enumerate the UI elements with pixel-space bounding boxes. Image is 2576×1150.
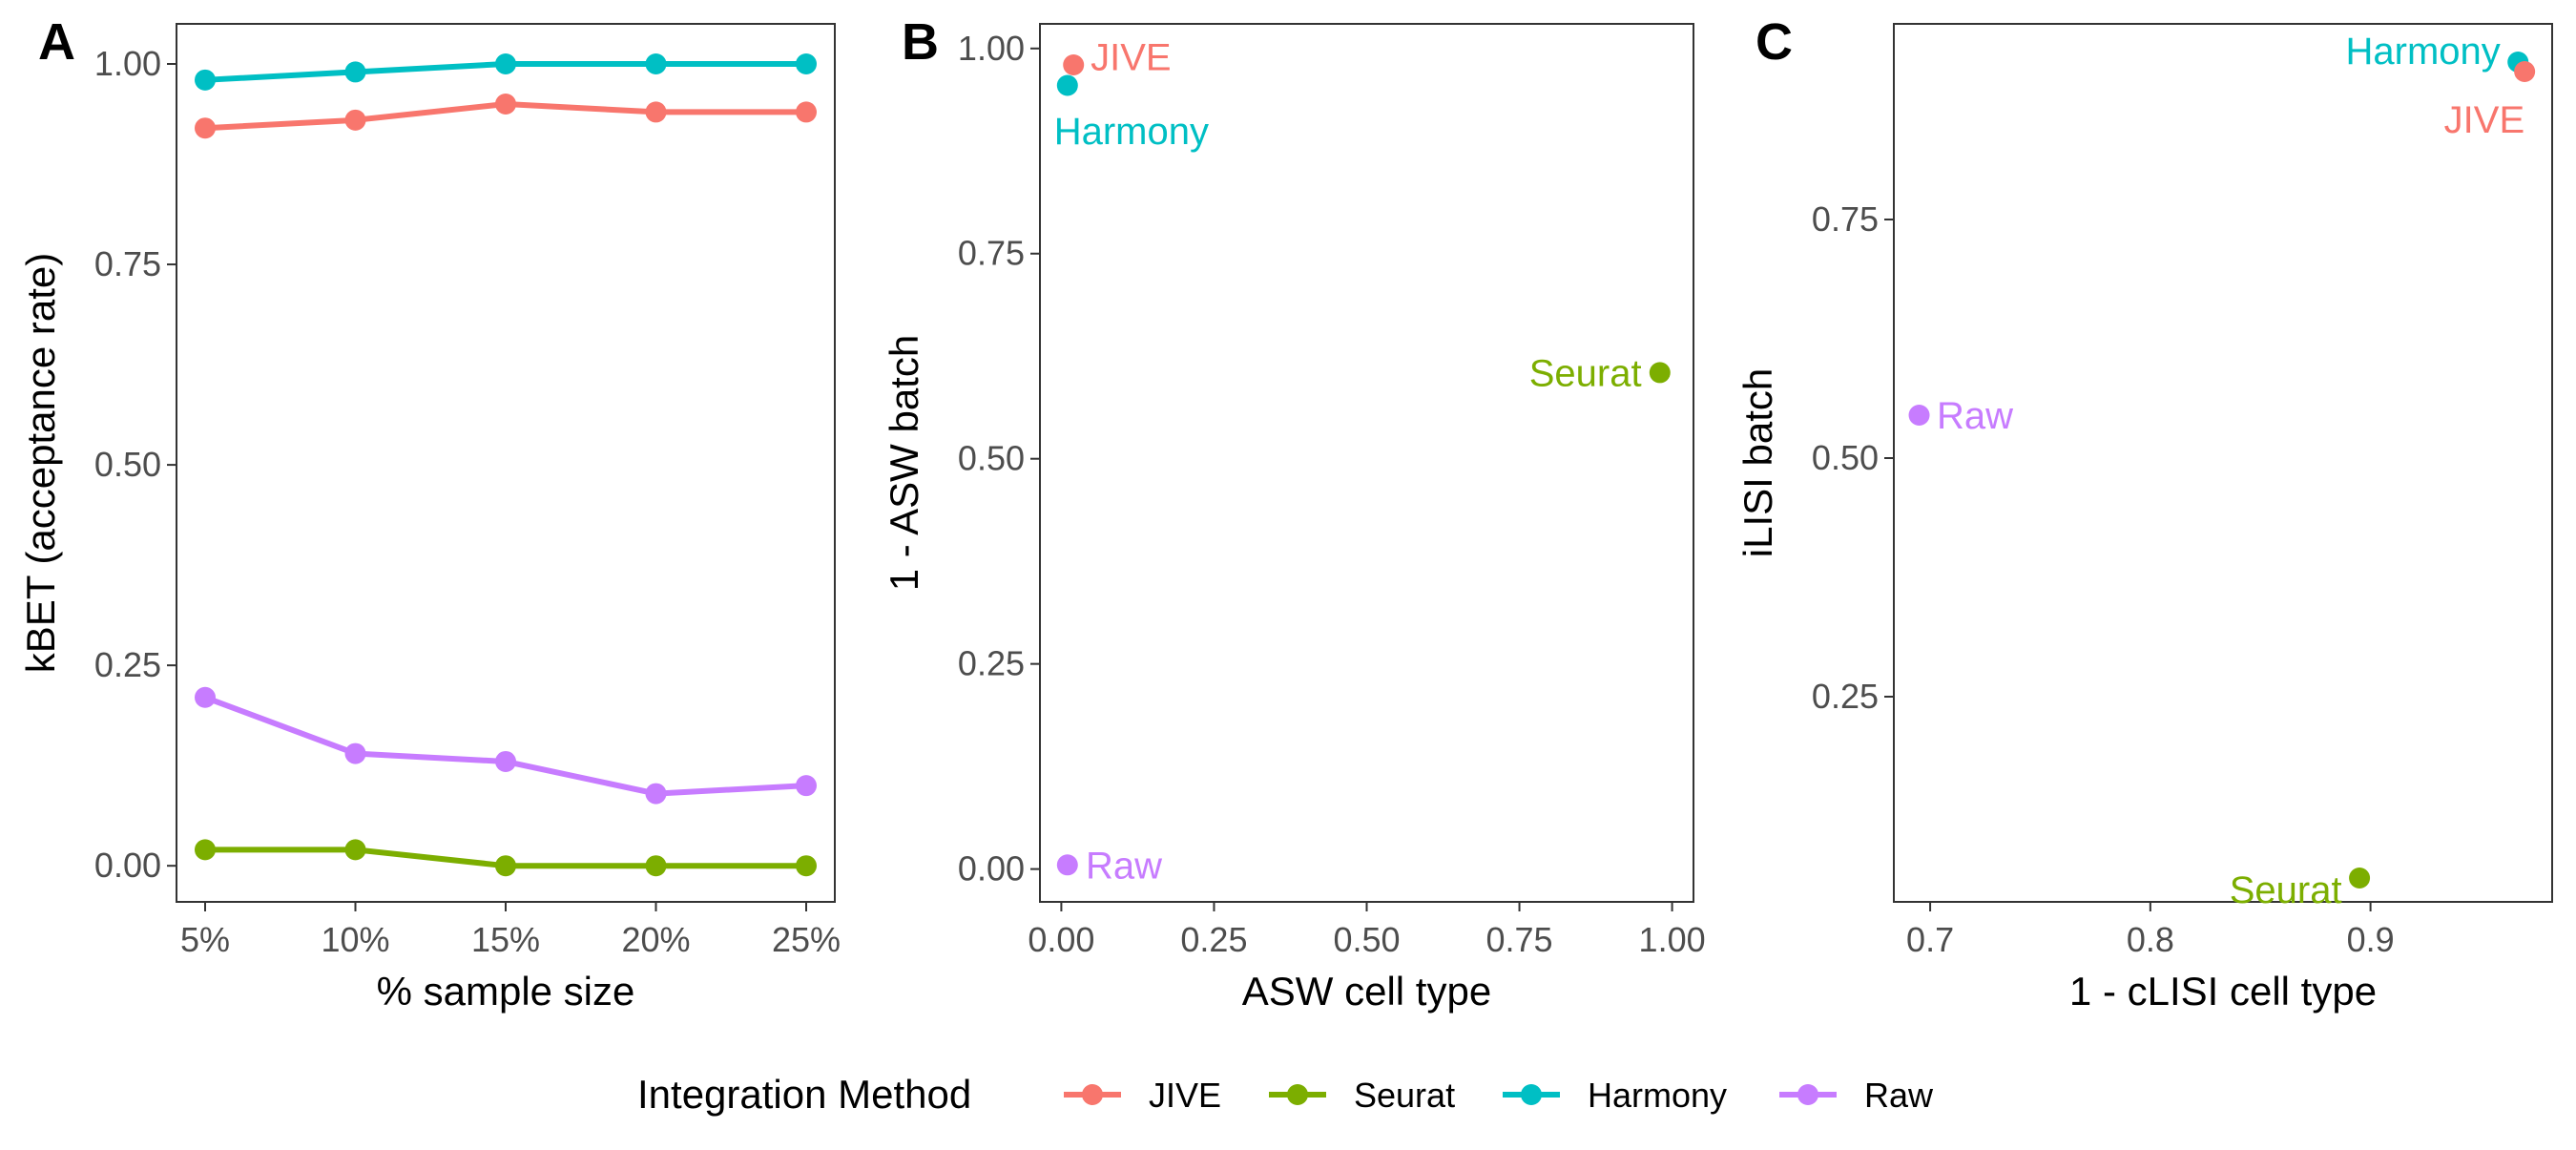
legend-label: JIVE	[1149, 1076, 1221, 1115]
data-point-seurat	[796, 855, 817, 877]
data-point-harmony	[1056, 74, 1078, 96]
point-label-seurat: Seurat	[2230, 869, 2342, 911]
x-tick-label: 0.7	[1906, 920, 1954, 959]
point-label-raw: Raw	[1086, 845, 1162, 887]
data-point-harmony	[796, 53, 817, 75]
panel-letter-b: B	[902, 13, 939, 71]
data-point-jive	[344, 109, 366, 131]
data-point-seurat	[1649, 362, 1671, 384]
data-point-jive	[2514, 61, 2536, 82]
data-point-raw	[495, 750, 516, 772]
legend-item-harmony: Harmony	[1503, 1076, 1727, 1115]
y-tick-label: 0.25	[94, 645, 161, 684]
panel-a: A 0.00 0.25 0.50 0.75 1.00 5% 10% 15% 20% 25% % sam…	[18, 13, 841, 1014]
y-tick-label: 0.50	[958, 439, 1025, 478]
y-tick-label: 0.75	[1812, 199, 1879, 239]
legend-label: Raw	[1864, 1076, 1934, 1115]
data-point-raw	[195, 686, 216, 708]
y-axis-label: kBET (acceptance rate)	[18, 253, 63, 673]
y-axis-label: iLISI batch	[1735, 368, 1780, 557]
plot-border	[1039, 23, 1694, 903]
x-tick-label: 0.75	[1486, 920, 1553, 959]
x-tick-label: 1.00	[1639, 920, 1706, 959]
x-axis-label: ASW cell type	[1242, 969, 1491, 1014]
x-axis-label: 1 - cLISI cell type	[2069, 969, 2377, 1014]
panel-letter-c: C	[1755, 13, 1793, 71]
data-point-seurat	[495, 855, 516, 877]
data-point-jive	[1063, 53, 1085, 75]
data-point-jive	[195, 117, 216, 139]
x-tick-label: 25%	[772, 920, 841, 959]
y-tick-label: 1.00	[94, 44, 161, 83]
legend-key-point	[1797, 1084, 1818, 1105]
panel-c: C 0.25 0.50 0.75 0.7 0.8 0.9 1 - cLISI cell typ…	[1735, 13, 2553, 1014]
data-point-raw	[1056, 854, 1078, 876]
panel-b: B 0.00 0.25 0.50 0.75 1.00 0.00 0.25 0.50 0.75 1.0…	[882, 13, 1706, 1014]
x-axis-label: % sample size	[377, 969, 635, 1014]
y-tick-label: 0.50	[1812, 438, 1879, 477]
panel-letter-a: A	[38, 13, 75, 71]
point-label-seurat: Seurat	[1529, 352, 1642, 394]
data-point-harmony	[645, 53, 667, 75]
data-point-raw	[344, 742, 366, 764]
legend-label: Seurat	[1354, 1076, 1455, 1115]
point-label-raw: Raw	[1937, 395, 2013, 437]
data-point-seurat	[195, 839, 216, 861]
point-label-harmony: Harmony	[2346, 31, 2501, 73]
x-tick-label: 0.8	[2127, 920, 2174, 959]
data-point-raw	[796, 775, 817, 797]
legend-item-jive: JIVE	[1064, 1076, 1221, 1115]
data-point-harmony	[195, 69, 216, 91]
x-tick-label: 20%	[621, 920, 690, 959]
data-point-harmony	[344, 61, 366, 83]
point-label-jive: JIVE	[2444, 99, 2524, 141]
y-tick-label: 0.00	[958, 849, 1025, 889]
legend-item-raw: Raw	[1779, 1076, 1934, 1115]
y-tick-label: 0.75	[958, 234, 1025, 273]
x-tick-label: 0.25	[1180, 920, 1247, 959]
x-tick-label: 15%	[471, 920, 540, 959]
data-point-jive	[495, 94, 516, 115]
x-tick-label: 5%	[180, 920, 230, 959]
x-tick-label: 10%	[321, 920, 389, 959]
y-tick-label: 0.75	[94, 244, 161, 283]
legend: Integration Method JIVE Seurat Harmony Raw	[637, 1072, 1934, 1117]
x-tick-label: 0.9	[2347, 920, 2395, 959]
data-point-harmony	[495, 53, 516, 75]
y-tick-label: 0.25	[1812, 677, 1879, 716]
data-point-seurat	[645, 855, 667, 877]
y-tick-label: 0.50	[94, 445, 161, 484]
y-tick-label: 0.25	[958, 644, 1025, 683]
data-point-seurat	[344, 839, 366, 861]
x-tick-label: 0.50	[1333, 920, 1400, 959]
data-point-raw	[1908, 405, 1930, 426]
y-axis-label: 1 - ASW batch	[882, 335, 926, 591]
point-label-harmony: Harmony	[1054, 111, 1209, 153]
y-tick-label: 1.00	[958, 29, 1025, 68]
legend-title: Integration Method	[637, 1072, 971, 1117]
series-line-raw	[202, 694, 809, 797]
legend-key-point	[1287, 1084, 1308, 1105]
legend-key-point	[1082, 1084, 1103, 1105]
point-label-jive: JIVE	[1091, 36, 1171, 78]
legend-label: Harmony	[1588, 1076, 1727, 1115]
legend-key-point	[1521, 1084, 1542, 1105]
y-tick-label: 0.00	[94, 846, 161, 885]
data-point-jive	[645, 101, 667, 123]
data-point-raw	[645, 783, 667, 805]
plot-border	[1893, 23, 2553, 903]
x-tick-label: 0.00	[1028, 920, 1094, 959]
data-point-jive	[796, 101, 817, 123]
data-point-seurat	[2349, 868, 2371, 889]
legend-item-seurat: Seurat	[1269, 1076, 1455, 1115]
